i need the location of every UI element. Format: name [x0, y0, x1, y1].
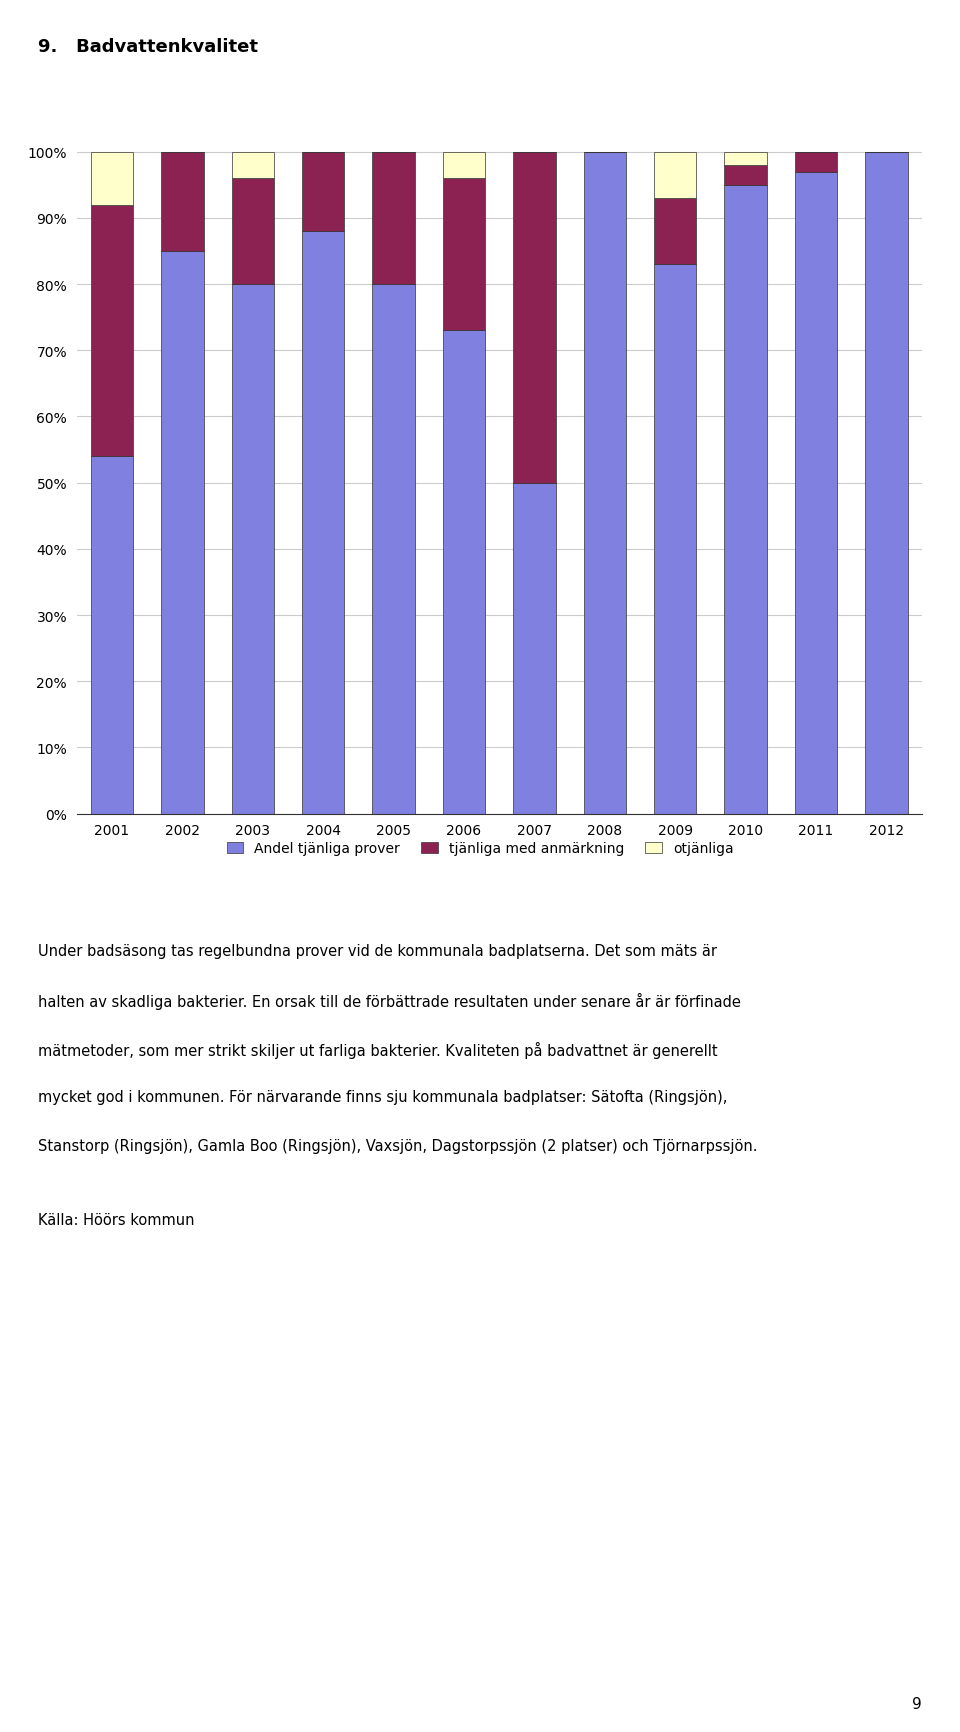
Bar: [302, 232, 345, 814]
Bar: [725, 152, 767, 166]
Bar: [372, 286, 415, 814]
Bar: [443, 178, 485, 331]
Text: mätmetoder, som mer strikt skiljer ut farliga bakterier. Kvaliteten på badvattne: mätmetoder, som mer strikt skiljer ut fa…: [38, 1041, 718, 1058]
Bar: [91, 457, 133, 814]
Bar: [584, 152, 626, 814]
Text: 9: 9: [912, 1696, 922, 1711]
Bar: [231, 286, 274, 814]
Bar: [372, 152, 415, 286]
Bar: [725, 166, 767, 185]
Bar: [654, 265, 696, 814]
Text: 9.   Badvattenkvalitet: 9. Badvattenkvalitet: [38, 38, 258, 55]
Bar: [443, 152, 485, 178]
Bar: [514, 152, 556, 483]
Bar: [231, 178, 274, 286]
Bar: [795, 173, 837, 814]
Legend: Andel tjänliga prover, tjänliga med anmärkning, otjänliga: Andel tjänliga prover, tjänliga med anmä…: [223, 838, 737, 859]
Bar: [654, 199, 696, 265]
Bar: [725, 185, 767, 814]
Bar: [231, 152, 274, 178]
Text: mycket god i kommunen. För närvarande finns sju kommunala badplatser: Sätofta (R: mycket god i kommunen. För närvarande fi…: [38, 1089, 728, 1105]
Text: Källa: Höörs kommun: Källa: Höörs kommun: [38, 1212, 195, 1228]
Bar: [91, 206, 133, 457]
Bar: [161, 152, 204, 251]
Bar: [795, 152, 837, 173]
Bar: [161, 251, 204, 814]
Bar: [514, 483, 556, 814]
Bar: [654, 152, 696, 199]
Text: Stanstorp (Ringsjön), Gamla Boo (Ringsjön), Vaxsjön, Dagstorpssjön (2 platser) o: Stanstorp (Ringsjön), Gamla Boo (Ringsjö…: [38, 1138, 757, 1154]
Text: halten av skadliga bakterier. En orsak till de förbättrade resultaten under sena: halten av skadliga bakterier. En orsak t…: [38, 992, 741, 1010]
Bar: [302, 152, 345, 232]
Bar: [443, 331, 485, 814]
Bar: [91, 152, 133, 206]
Text: Under badsäsong tas regelbundna prover vid de kommunala badplatserna. Det som mä: Under badsäsong tas regelbundna prover v…: [38, 944, 717, 960]
Bar: [865, 152, 907, 814]
